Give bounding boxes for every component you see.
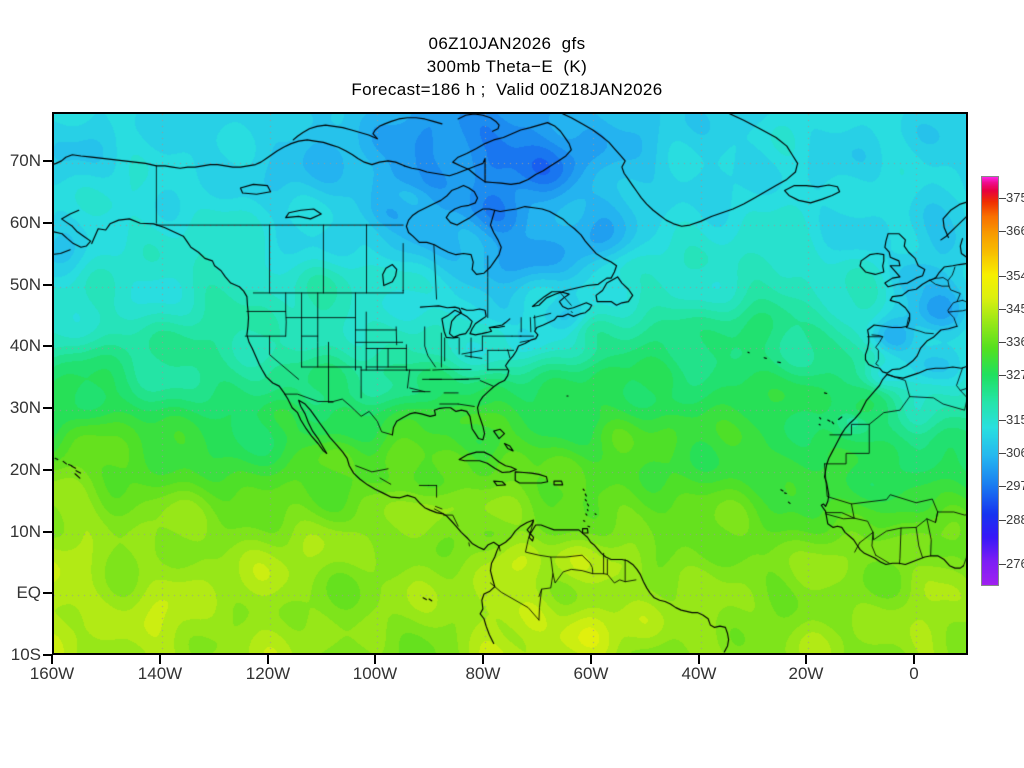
x-axis-tick (698, 655, 700, 664)
colorbar-tick-label: 276 (1006, 556, 1024, 571)
x-axis-label: 80W (465, 664, 501, 683)
colorbar-tick-label: 354 (1006, 268, 1024, 283)
x-axis-tick (482, 655, 484, 664)
x-axis-tick (374, 655, 376, 664)
y-axis-label: 40N (9, 336, 41, 355)
y-axis-label: 30N (9, 398, 41, 417)
y-axis-label: 20N (9, 460, 41, 479)
colorbar-tick-label: 297 (1006, 478, 1024, 493)
colorbar-tick (999, 309, 1006, 310)
colorbar-tick (999, 375, 1006, 376)
x-axis-tick (805, 655, 807, 664)
y-axis-label: 10S (10, 645, 41, 664)
colorbar-tick-label: 366 (1006, 223, 1024, 238)
y-axis-label: EQ (16, 583, 41, 602)
x-axis-label: 60W (573, 664, 609, 683)
coastline-overlay (54, 114, 966, 653)
y-axis-tick (43, 531, 52, 533)
x-axis-tick (590, 655, 592, 664)
title-line-variable: 300mb Theta−E (K) (426, 57, 588, 76)
colorbar-tick-label: 306 (1006, 445, 1024, 460)
colorbar-gradient (981, 176, 999, 586)
map-plot-area[interactable] (52, 112, 968, 655)
x-axis-label: 160W (29, 664, 75, 683)
colorbar-tick-label: 345 (1006, 301, 1024, 316)
colorbar-tick (999, 231, 1006, 232)
x-axis-label: 40W (681, 664, 717, 683)
colorbar-tick (999, 198, 1006, 199)
y-axis-tick (43, 284, 52, 286)
y-axis-label: 70N (9, 151, 41, 170)
colorbar-tick (999, 276, 1006, 277)
y-axis-tick (43, 345, 52, 347)
y-axis-tick (43, 160, 52, 162)
x-axis-label: 120W (245, 664, 291, 683)
title-line-model: 06Z10JAN2026 gfs (428, 34, 586, 53)
y-axis-label: 50N (9, 275, 41, 294)
colorbar-tick (999, 564, 1006, 565)
title-line-validtime: Forecast=186 h ; Valid 00Z18JAN2026 (351, 80, 663, 99)
colorbar-tick (999, 520, 1006, 521)
x-axis-tick (267, 655, 269, 664)
colorbar-tick (999, 453, 1006, 454)
x-axis-label: 140W (137, 664, 183, 683)
x-axis-tick (51, 655, 53, 664)
y-axis-tick (43, 222, 52, 224)
colorbar[interactable] (981, 176, 999, 586)
x-axis-label: 100W (352, 664, 398, 683)
colorbar-tick (999, 486, 1006, 487)
y-axis-tick (43, 407, 52, 409)
colorbar-tick-label: 327 (1006, 367, 1024, 382)
x-axis-tick (159, 655, 161, 664)
y-axis-tick (43, 592, 52, 594)
chart-title-block: 06Z10JAN2026 gfs 300mb Theta−E (K) Forec… (0, 32, 1010, 101)
colorbar-tick-label: 315 (1006, 412, 1024, 427)
colorbar-tick-label: 375 (1006, 190, 1024, 205)
y-axis-label: 10N (9, 522, 41, 541)
colorbar-tick-label: 288 (1006, 512, 1024, 527)
x-axis-label: 0 (909, 664, 919, 683)
y-axis-tick (43, 469, 52, 471)
y-axis-label: 60N (9, 213, 41, 232)
x-axis-label: 20W (788, 664, 824, 683)
colorbar-tick (999, 420, 1006, 421)
x-axis-tick (913, 655, 915, 664)
colorbar-tick-label: 336 (1006, 334, 1024, 349)
colorbar-tick (999, 342, 1006, 343)
y-axis-tick (43, 654, 52, 656)
